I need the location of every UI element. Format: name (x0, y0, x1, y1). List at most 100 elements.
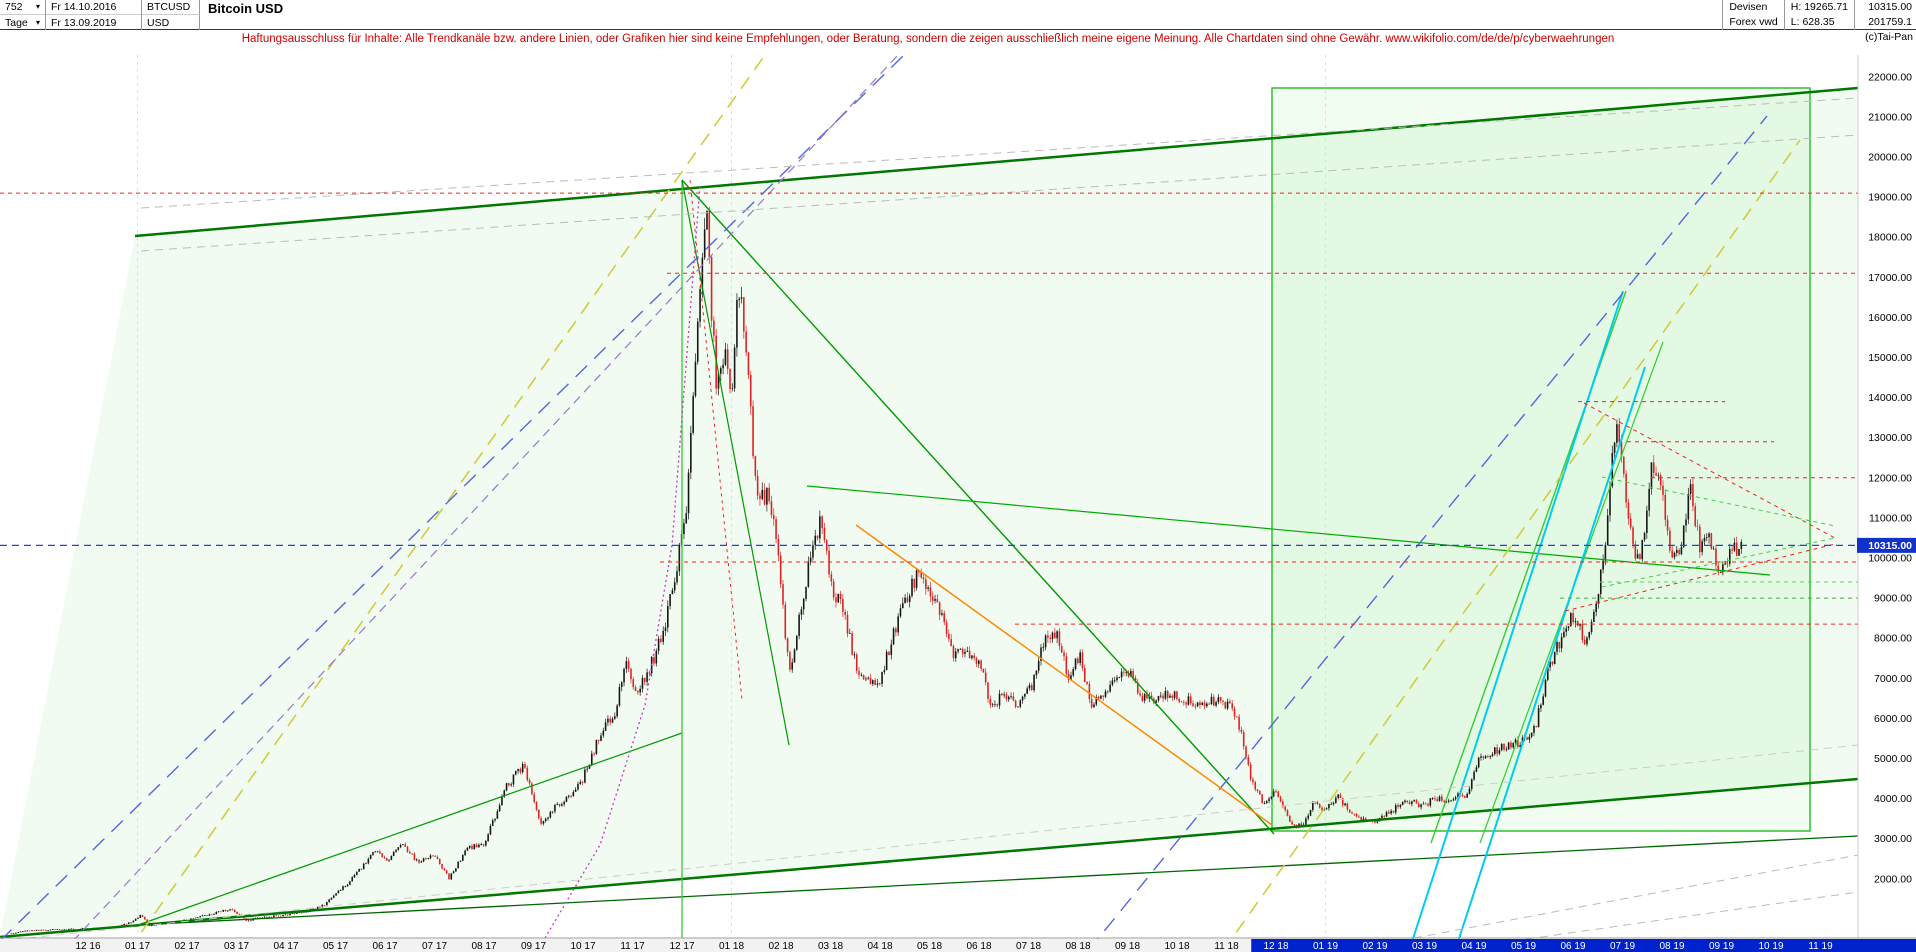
currency-label: USD (142, 15, 200, 30)
time-axis-label: 03 19 (1412, 941, 1437, 952)
time-axis-label: 10 19 (1758, 941, 1783, 952)
blue-trend-2[interactable] (1087, 115, 1768, 952)
price-axis-label: 5000.00 (1874, 753, 1912, 765)
time-axis-label: 09 19 (1709, 941, 1734, 952)
lower-channel-line-2[interactable] (137, 835, 1859, 926)
time-axis-label: 11 18 (1214, 941, 1239, 952)
parabolic-support-curve[interactable] (544, 184, 701, 939)
time-axis-label: 01 18 (719, 941, 744, 952)
time-axis-label: 11 19 (1808, 941, 1833, 952)
symbol-label: BTCUSD (142, 0, 200, 15)
gray-trend-top-1[interactable] (140, 97, 1859, 209)
last-price-value: 10315.00 (1868, 1, 1912, 13)
price-axis-label: 8000.00 (1874, 633, 1912, 645)
time-axis-label: 11 17 (620, 941, 645, 952)
time-axis-label: 09 18 (1115, 941, 1140, 952)
quote-detail-value: 201759.1 (1868, 16, 1912, 28)
lower-channel-line[interactable] (0, 777, 1859, 939)
yellow-trend-2[interactable] (1222, 139, 1801, 952)
time-axis-label: 08 18 (1065, 941, 1090, 952)
price-axis-label: 11000.00 (1869, 512, 1912, 524)
gray-trend-top-2[interactable] (140, 134, 1859, 252)
end-date-field[interactable]: Fr 13.09.2019 (46, 15, 142, 30)
gray-trend-bottom-1[interactable] (1344, 854, 1859, 952)
time-axis-label: 02 19 (1362, 941, 1387, 952)
orange-2018-trendline[interactable] (855, 524, 1273, 826)
trend-channel-shading (0, 88, 1858, 937)
price-axis-label: 19000.00 (1868, 192, 1912, 204)
time-axis-label: 06 19 (1560, 941, 1585, 952)
cyan-support-2[interactable] (1454, 366, 1646, 952)
time-axis-label: 05 18 (917, 941, 942, 952)
source-label: Forex vwd (1729, 16, 1778, 28)
time-axis-label: 04 19 (1461, 941, 1486, 952)
support-2017-line[interactable] (137, 732, 683, 926)
copyright-label: (c)Tai-Pan (1865, 31, 1913, 43)
start-date-field[interactable]: Fr 14.10.2016 (46, 0, 142, 15)
projection-box[interactable] (1271, 87, 1811, 832)
time-axis-label: 05 19 (1511, 941, 1536, 952)
price-axis-label: 6000.00 (1874, 713, 1912, 725)
price-axis-label: 12000.00 (1868, 472, 1912, 484)
gray-trend-long[interactable] (0, 744, 1859, 942)
time-axis-label: 02 18 (768, 941, 793, 952)
time-axis-label: 07 18 (1016, 941, 1041, 952)
market-label: Devisen (1729, 1, 1768, 13)
price-axis-label: 20000.00 (1868, 152, 1912, 164)
price-axis-label: 21000.00 (1868, 111, 1912, 123)
time-axis-label: 04 18 (867, 941, 892, 952)
price-axis-label: 18000.00 (1868, 232, 1912, 244)
time-axis-label: 04 17 (273, 941, 298, 952)
price-axis-label: 10000.00 (1868, 553, 1912, 565)
current-price-tag (1857, 537, 1916, 553)
time-axis-label: 09 17 (521, 941, 546, 952)
range-low-label: L: 628.35 (1790, 16, 1835, 28)
bars-count-dropdown[interactable]: 752 ▾ (0, 0, 46, 15)
bars-count-value: 752 (5, 1, 23, 13)
price-axis-label: 13000.00 (1868, 432, 1912, 444)
macro-resistance-line[interactable] (806, 485, 1771, 576)
price-axis-label: 7000.00 (1874, 673, 1912, 685)
red-crash-line[interactable] (689, 179, 743, 701)
price-axis-label: 16000.00 (1868, 312, 1912, 324)
disclaimer-text: Haftungsausschluss für Inhalte: Alle Tre… (241, 33, 1615, 45)
time-axis-label: 06 17 (372, 941, 397, 952)
cyan-support-1[interactable] (1408, 290, 1624, 952)
blue-trend-1[interactable] (0, 54, 905, 942)
time-axis-label: 10 17 (570, 941, 595, 952)
time-axis-label: 01 17 (125, 941, 150, 952)
time-axis-label: 10 18 (1164, 941, 1189, 952)
price-axis-label: 14000.00 (1868, 392, 1912, 404)
time-axis-label: 03 17 (224, 941, 249, 952)
price-axis[interactable] (1858, 30, 1916, 938)
time-axis-label: 12 16 (75, 941, 100, 952)
chart-title: Bitcoin USD (208, 1, 284, 16)
bear-trendline[interactable] (681, 179, 1275, 835)
time-axis-highlight[interactable] (1251, 939, 1916, 952)
crash-trendline[interactable] (681, 179, 790, 746)
time-axis-label: 07 19 (1610, 941, 1635, 952)
time-axis-label: 07 17 (422, 941, 447, 952)
price-axis-label: 17000.00 (1868, 272, 1912, 284)
time-axis-label: 01 19 (1313, 941, 1338, 952)
time-axis-label: 03 18 (818, 941, 843, 952)
time-axis-label: 05 17 (323, 941, 348, 952)
price-axis-label: 22000.00 (1868, 71, 1912, 83)
header: 752 ▾ Fr 14.10.2016 BTCUSD Tage ▾ Fr 13.… (0, 0, 1916, 30)
price-axis-label: 4000.00 (1874, 793, 1912, 805)
red-wedge-bottom[interactable] (1564, 543, 1836, 612)
period-dropdown[interactable]: Tage ▾ (0, 15, 46, 30)
current-price-tag-label: 10315.00 (1868, 540, 1912, 552)
price-axis-label: 15000.00 (1868, 352, 1912, 364)
violet-trend[interactable] (72, 54, 899, 942)
time-axis-label: 12 18 (1263, 941, 1288, 952)
upper-channel-line[interactable] (134, 86, 1859, 238)
range-high-label: H: 19265.71 (1790, 1, 1848, 13)
time-axis-label: 08 19 (1659, 941, 1684, 952)
time-axis-label: 06 18 (966, 941, 991, 952)
price-axis-label: 3000.00 (1874, 833, 1912, 845)
price-axis-label: 2000.00 (1874, 873, 1912, 885)
